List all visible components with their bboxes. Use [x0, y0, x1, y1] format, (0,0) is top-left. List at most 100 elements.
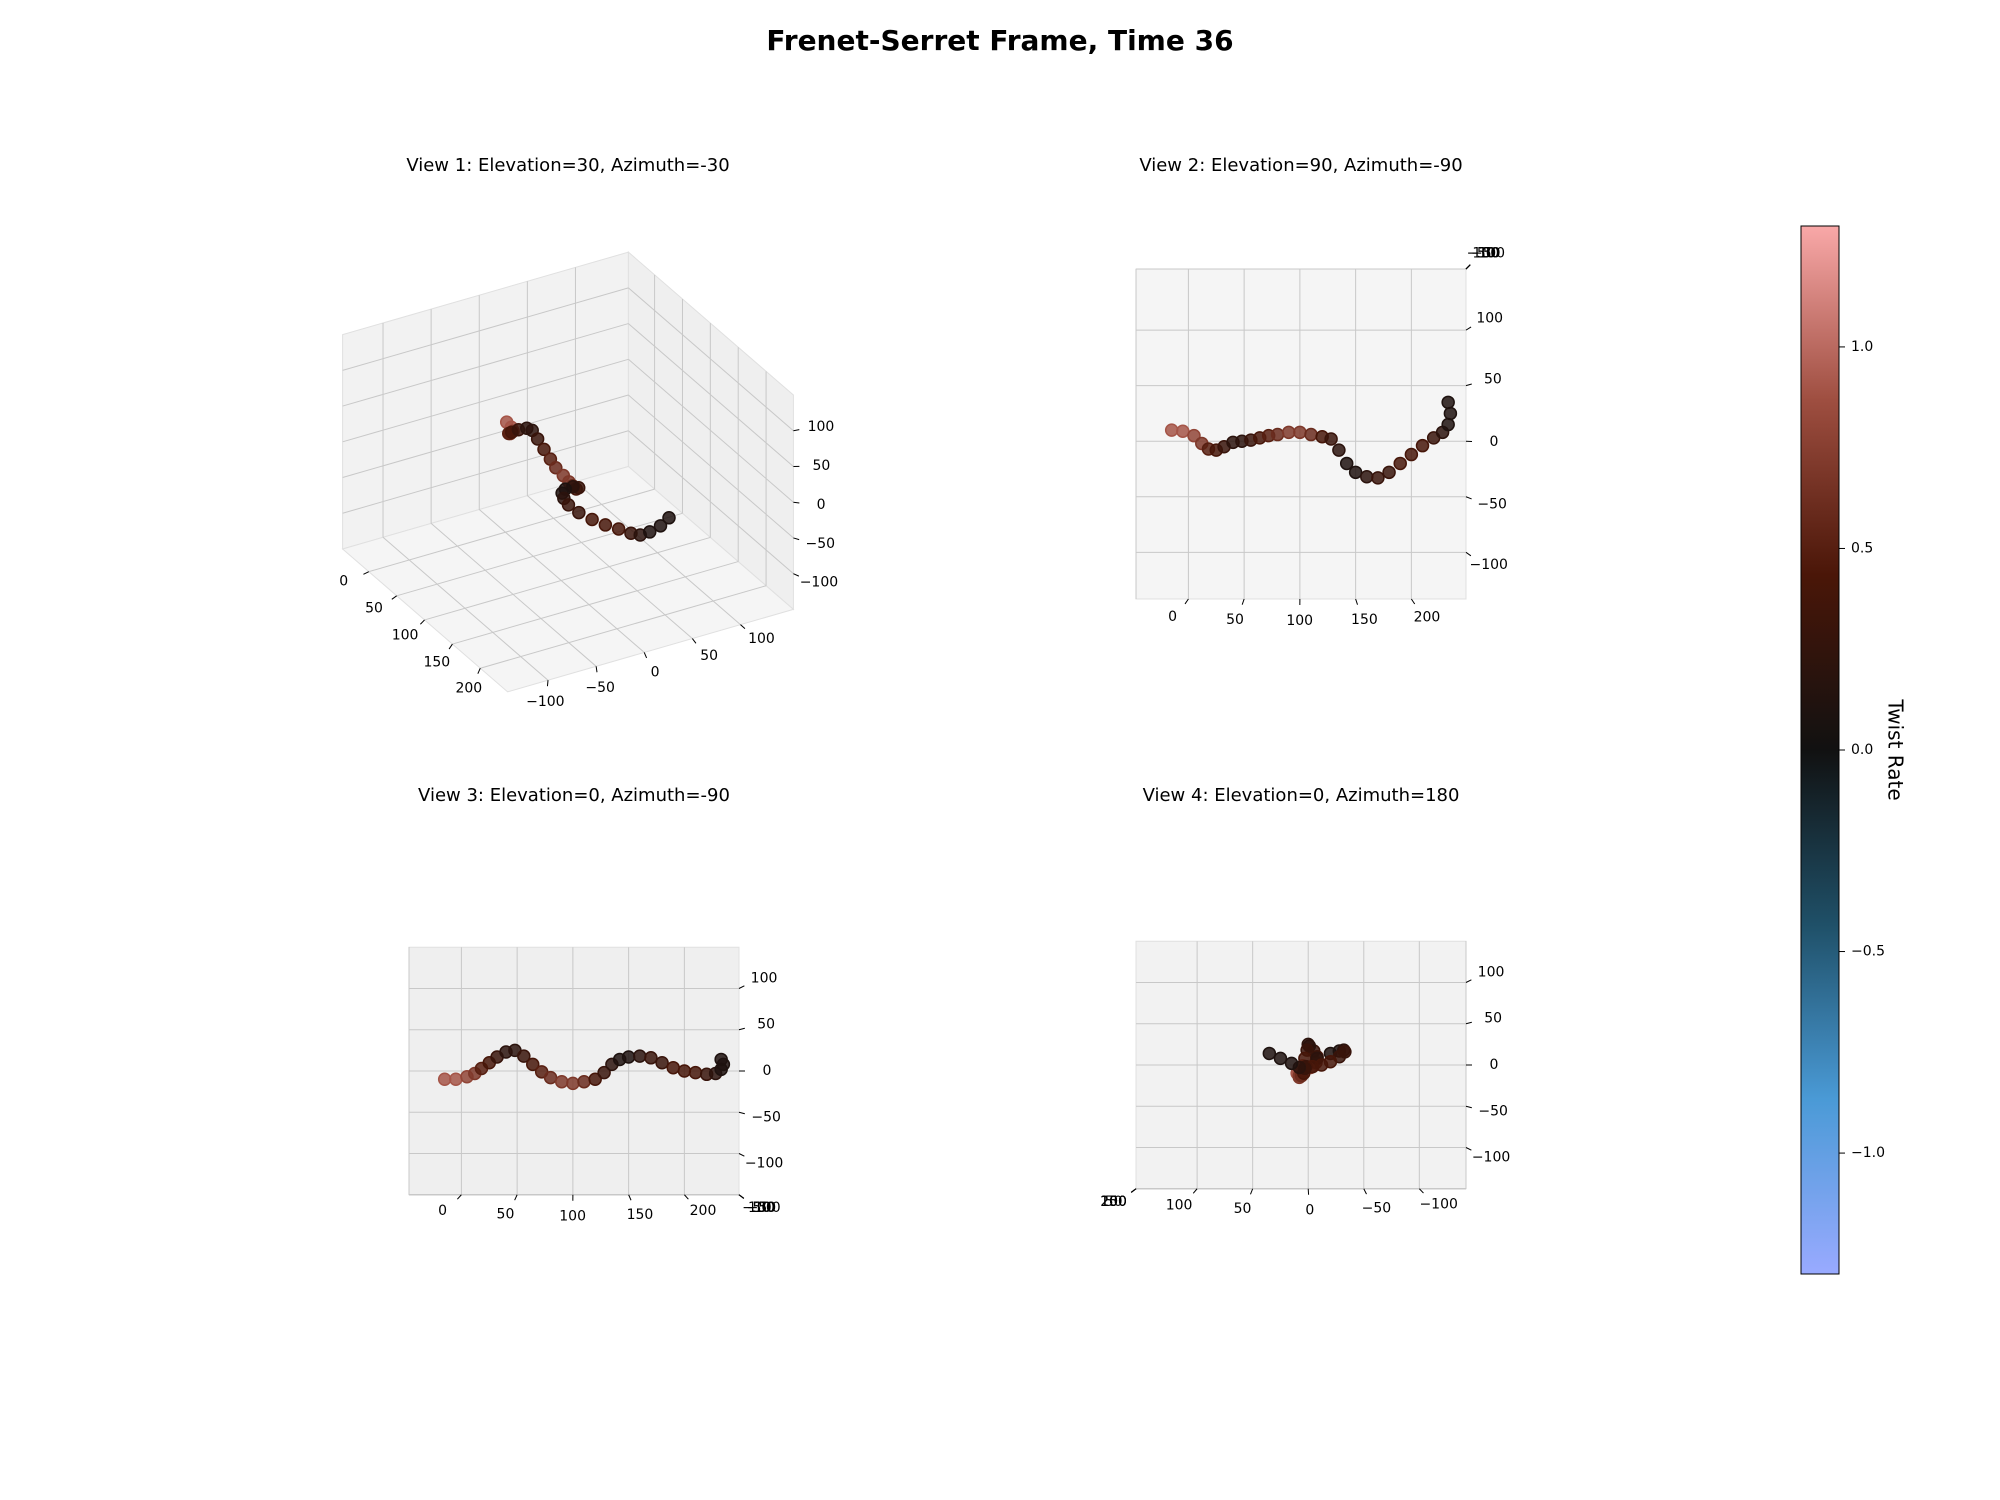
curve-point: [597, 1065, 611, 1080]
tick-label: 50: [365, 601, 383, 617]
tick-mark: [740, 624, 746, 629]
curve-point: [1360, 470, 1374, 484]
tick-label: 0: [438, 1203, 447, 1219]
tick-label: 50: [752, 1200, 770, 1216]
curve-point: [666, 1060, 680, 1075]
curve-point: [1415, 438, 1430, 453]
curve-point: [585, 512, 599, 527]
curve-point: [611, 522, 626, 536]
tick-mark: [643, 652, 648, 659]
tick-mark: [1465, 383, 1472, 387]
tick-label: 200: [690, 1203, 717, 1219]
curve-point: [572, 505, 586, 520]
grid-line: [396, 512, 683, 597]
curve-point: [554, 1074, 569, 1089]
grid-line: [478, 509, 645, 653]
tick-label: 0: [763, 1063, 772, 1079]
grid-line: [628, 430, 794, 575]
tick-label: 100: [808, 419, 835, 435]
tick-label: 0: [651, 665, 660, 681]
tick-label: 100: [751, 971, 778, 987]
curve-point: [437, 1072, 452, 1086]
tick-mark: [1465, 1147, 1472, 1151]
colorbar-tick-label: −1.0: [1851, 1145, 1885, 1161]
subplot-title: View 1: Elevation=30, Azimuth=-30: [406, 155, 729, 176]
curve-point: [644, 1051, 658, 1065]
tick-mark: [1465, 551, 1472, 557]
grid-line: [342, 358, 629, 443]
tick-label: 50: [1226, 612, 1244, 628]
curve-point: [1393, 456, 1407, 471]
colorbar-tick-label: 1.0: [1851, 339, 1873, 355]
tick-mark: [738, 1027, 745, 1031]
tick-mark: [1250, 1188, 1254, 1195]
tick-label: −100: [745, 1155, 783, 1171]
curve-point: [1441, 417, 1455, 432]
grid-line: [342, 430, 629, 514]
curve-point: [517, 1049, 531, 1063]
tick-label: 50: [812, 458, 830, 474]
tick-label: 100: [1286, 613, 1313, 629]
tick-label: −50: [1471, 245, 1501, 261]
grid-line: [424, 536, 711, 621]
grid-line: [368, 488, 655, 573]
tick-label: 50: [497, 1207, 515, 1223]
tick-label: 100: [1100, 1194, 1127, 1210]
tick-mark: [546, 680, 549, 687]
tick-label: 50: [1484, 371, 1502, 387]
tick-mark: [1130, 1188, 1137, 1193]
curve-point: [1348, 465, 1363, 480]
tick-label: −50: [805, 536, 835, 552]
tick-label: 150: [1100, 1194, 1127, 1210]
tick-mark: [793, 429, 800, 432]
curve-point: [714, 1052, 728, 1067]
curve-point: [588, 1072, 602, 1086]
tick-mark: [738, 1111, 745, 1115]
subplot-title: View 4: Elevation=0, Azimuth=180: [1143, 785, 1460, 806]
curve-point: [1443, 406, 1458, 421]
tick-label: 150: [1351, 612, 1378, 628]
tick-mark: [793, 537, 800, 541]
tick-label: 50: [757, 1016, 775, 1032]
curve-point: [1176, 424, 1190, 438]
tick-label: 150: [423, 654, 450, 670]
tick-mark: [1192, 1188, 1198, 1194]
subplot: View 2: Elevation=90, Azimuth=-90 0 50 100 1…: [1135, 155, 1508, 629]
curve-point: [1404, 447, 1419, 462]
tick-mark: [738, 1194, 745, 1199]
tick-label: 0: [339, 574, 348, 590]
tick-mark: [363, 571, 370, 575]
tick-label: −50: [1478, 1104, 1508, 1120]
subplot-title: View 3: Elevation=0, Azimuth=-90: [418, 785, 730, 806]
tick-label: −100: [1419, 1197, 1457, 1213]
tick-label: −50: [585, 680, 615, 696]
tick-mark: [1363, 1188, 1367, 1195]
tick-label: 50: [1105, 1194, 1123, 1210]
tick-label: 150: [627, 1207, 654, 1223]
subplot: View 4: Elevation=0, Azimuth=18005010015…: [1100, 785, 1510, 1219]
figure-title: Frenet-Serret Frame, Time 36: [766, 24, 1233, 57]
curve-point: [1293, 425, 1307, 440]
curve-point: [643, 525, 657, 539]
curve-point: [1339, 456, 1354, 471]
grid-line: [527, 495, 693, 639]
curve-point: [621, 1050, 636, 1064]
tick-label: −100: [742, 1200, 780, 1216]
tick-label: −50: [751, 1110, 781, 1126]
subplot-title: View 2: Elevation=90, Azimuth=-90: [1139, 155, 1462, 176]
tick-label: 100: [559, 1209, 586, 1225]
tick-mark: [1184, 598, 1189, 605]
tick-label: 50: [1234, 1201, 1252, 1217]
grid-line: [342, 394, 629, 479]
tick-mark: [420, 619, 425, 625]
tick-label: −100: [1470, 557, 1508, 573]
tick-mark: [738, 985, 745, 989]
tick-label: 100: [748, 1200, 775, 1216]
curve-point: [688, 1065, 703, 1080]
tick-label: −100: [1472, 1149, 1510, 1165]
tick-mark: [1241, 598, 1245, 605]
tick-label: 0: [1168, 609, 1177, 625]
curve-point: [537, 442, 551, 457]
tick-label: 100: [1476, 310, 1503, 326]
curve-point: [1273, 1051, 1288, 1066]
